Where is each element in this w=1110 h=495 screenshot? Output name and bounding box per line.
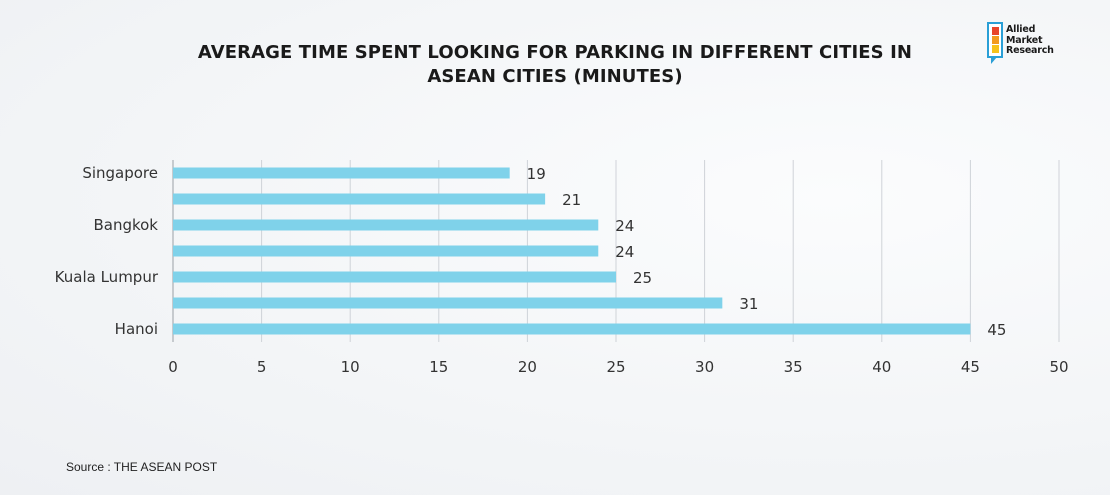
logo-text-line-2: Market <box>1006 34 1043 46</box>
bar-7 <box>173 323 971 335</box>
category-label-3: Bangkok <box>93 216 158 234</box>
data-label-3: 24 <box>615 217 634 235</box>
x-tick-label-0: 0 <box>168 358 178 376</box>
data-label-6: 31 <box>739 295 758 313</box>
category-label-7: Hanoi <box>115 320 158 338</box>
category-label-5: Kuala Lumpur <box>55 268 159 286</box>
chart-title: AVERAGE TIME SPENT LOOKING FOR PARKING I… <box>150 41 960 89</box>
x-tick-label-5: 5 <box>257 358 267 376</box>
x-tick-label-15: 15 <box>429 358 448 376</box>
chart-title-line-1: AVERAGE TIME SPENT LOOKING FOR PARKING I… <box>197 42 913 63</box>
bar-4 <box>173 245 599 257</box>
x-tick-label-45: 45 <box>961 358 980 376</box>
data-label-1: 19 <box>527 165 546 183</box>
x-tick-label-20: 20 <box>518 358 537 376</box>
data-label-2: 21 <box>562 191 581 209</box>
x-tick-label-40: 40 <box>872 358 891 376</box>
bar-1 <box>173 167 510 179</box>
bar-6 <box>173 297 723 309</box>
x-tick-label-50: 50 <box>1049 358 1068 376</box>
category-label-1: Singapore <box>82 164 158 182</box>
logo-mark-icon <box>987 22 1003 58</box>
data-label-5: 25 <box>633 269 652 287</box>
data-label-4: 24 <box>615 243 634 261</box>
logo-tail-icon <box>991 57 997 64</box>
bar-2 <box>173 193 546 205</box>
logo-text-line-3: Research <box>1006 45 1054 56</box>
data-label-7: 45 <box>987 321 1006 339</box>
source-note: Source : THE ASEAN POST <box>66 460 218 474</box>
x-tick-label-10: 10 <box>341 358 360 376</box>
bar-3 <box>173 219 599 231</box>
allied-market-research-logo: Allied Market Research <box>987 22 1077 68</box>
x-tick-label-25: 25 <box>606 358 625 376</box>
x-tick-label-35: 35 <box>784 358 803 376</box>
bar-5 <box>173 271 616 283</box>
logo-text: Allied Market Research <box>1006 24 1054 57</box>
x-tick-label-30: 30 <box>695 358 714 376</box>
logo-text-line-1: Allied <box>1006 24 1036 35</box>
chart-title-line-2: ASEAN CITIES (MINUTES) <box>427 66 683 87</box>
